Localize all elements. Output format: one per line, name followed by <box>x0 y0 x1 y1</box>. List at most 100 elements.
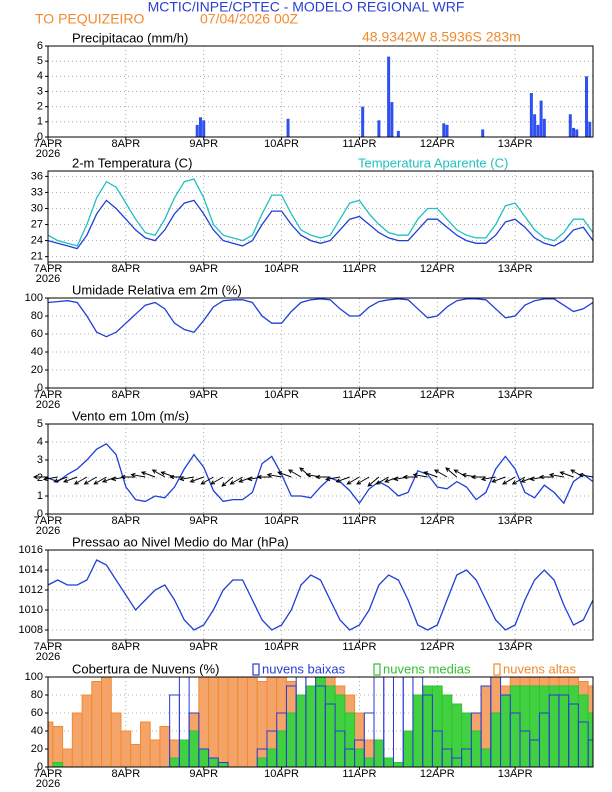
legend-label: nuvens baixas <box>262 661 346 676</box>
wind-arrow-head <box>287 469 293 474</box>
wind-arrow-head <box>559 471 565 476</box>
bar <box>377 120 381 137</box>
wind-arrow-head <box>412 472 418 478</box>
cloud-bar <box>52 762 64 768</box>
x-tick-label: 7APR <box>34 768 63 780</box>
wind-arrow-head <box>189 478 195 483</box>
wind-arrow <box>190 476 204 483</box>
bar <box>198 117 202 137</box>
cloud-bar <box>529 685 540 768</box>
x-tick-label: 11APR <box>342 263 376 275</box>
wind-arrow-head <box>101 478 108 483</box>
cloud-bar <box>149 739 161 768</box>
y-tick-label: 0 <box>37 382 43 394</box>
wind-arrow-head <box>229 480 235 485</box>
x-tick-label: 12APR <box>420 768 455 780</box>
series-line <box>47 178 594 247</box>
panel-title: Pressao ao Nivel Medio do Mar (hPa) <box>72 534 289 549</box>
y-tick-label: 0 <box>37 131 43 143</box>
year-label: 2026 <box>36 651 60 663</box>
x-tick-label: 13APR <box>498 641 533 653</box>
wind-arrow-head <box>367 482 373 487</box>
cloud-bar <box>237 676 249 768</box>
panel-title: Umidade Relativa em 2m (%) <box>72 282 242 297</box>
bar <box>572 127 576 137</box>
cloud-bar <box>247 676 258 768</box>
cloud-bar <box>169 757 180 768</box>
bar <box>390 102 394 137</box>
wind-arrow-head <box>130 472 136 478</box>
wind-arrow-head <box>169 474 175 480</box>
x-tick-label: 8APR <box>111 641 140 653</box>
cloud-bar <box>217 676 229 768</box>
cloud-bar <box>159 726 171 768</box>
legend-swatch <box>373 663 381 676</box>
y-tick-label: 1 <box>37 490 43 502</box>
y-tick-label: 30 <box>31 202 43 214</box>
series-line <box>47 559 594 631</box>
x-tick-label: 11APR <box>342 138 376 150</box>
x-tick-label: 8APR <box>111 138 140 150</box>
plot-frame <box>47 297 594 389</box>
wind-arrow-head <box>502 480 508 485</box>
wind-arrow <box>347 476 360 485</box>
wind-arrow <box>131 474 146 478</box>
x-tick-label: 13APR <box>498 263 533 275</box>
series-line <box>47 199 594 250</box>
cloud-bar <box>256 681 268 768</box>
cloud-bar <box>431 685 443 768</box>
x-tick-label: 13APR <box>498 768 533 780</box>
wind-arrow <box>277 471 292 478</box>
plot-frame <box>47 676 594 768</box>
wind-arrow <box>336 476 350 483</box>
cloud-bar <box>490 712 502 768</box>
cloud-bar <box>558 685 570 768</box>
cloud-bar <box>324 685 336 768</box>
y-tick-label: 60 <box>31 707 43 719</box>
wind-arrow-head <box>42 476 48 482</box>
wind-arrow-head <box>346 480 352 485</box>
y-tick-label: 100 <box>25 671 43 683</box>
page-title: MCTIC/INPE/CPTEC - MODELO REGIONAL WRF <box>148 0 465 15</box>
wind-arrow <box>560 471 574 478</box>
year-label: 2026 <box>36 525 60 537</box>
y-tick-label: 20 <box>31 743 43 755</box>
cloud-bar <box>110 712 122 768</box>
cloud-bar <box>52 726 64 768</box>
y-tick-label: 1010 <box>19 604 43 616</box>
y-tick-label: 80 <box>31 310 43 322</box>
cloud-bar <box>383 676 394 768</box>
wind-arrow-head <box>83 480 89 485</box>
wind-arrow-head <box>578 472 584 478</box>
wind-arrow-head <box>256 474 262 480</box>
cloud-bar <box>422 685 433 768</box>
x-tick-label: 11APR <box>342 389 376 401</box>
y-tick-label: 21 <box>31 251 43 263</box>
wind-arrow-head <box>423 471 429 476</box>
x-tick-label: 9APR <box>189 515 218 527</box>
wind-arrow <box>141 471 156 478</box>
x-tick-label: 10APR <box>264 515 299 527</box>
x-tick-label: 12APR <box>420 263 455 275</box>
cloud-bar <box>71 712 83 768</box>
wind-arrow-head <box>548 472 554 478</box>
cloud-bar <box>91 681 103 768</box>
wind-arrow-head <box>299 467 305 472</box>
x-tick-label: 10APR <box>264 389 299 401</box>
x-tick-label: 10APR <box>264 768 299 780</box>
wind-arrow-head <box>325 476 331 482</box>
x-tick-label: 9APR <box>189 641 218 653</box>
wind-arrow <box>481 476 496 480</box>
x-tick-label: 7APR <box>34 641 63 653</box>
wind-arrow <box>180 476 195 480</box>
wind-arrow-head <box>433 469 439 474</box>
y-tick-label: 0 <box>37 508 43 520</box>
wind-arrow-head <box>32 474 38 480</box>
x-tick-label: 12APR <box>420 138 455 150</box>
wind-arrow-head <box>179 476 185 482</box>
wind-arrow <box>43 476 58 480</box>
cloud-bar <box>130 744 141 768</box>
cloud-bar <box>62 748 73 768</box>
cloud-bar <box>373 739 385 768</box>
wind-arrow-head <box>529 476 535 482</box>
